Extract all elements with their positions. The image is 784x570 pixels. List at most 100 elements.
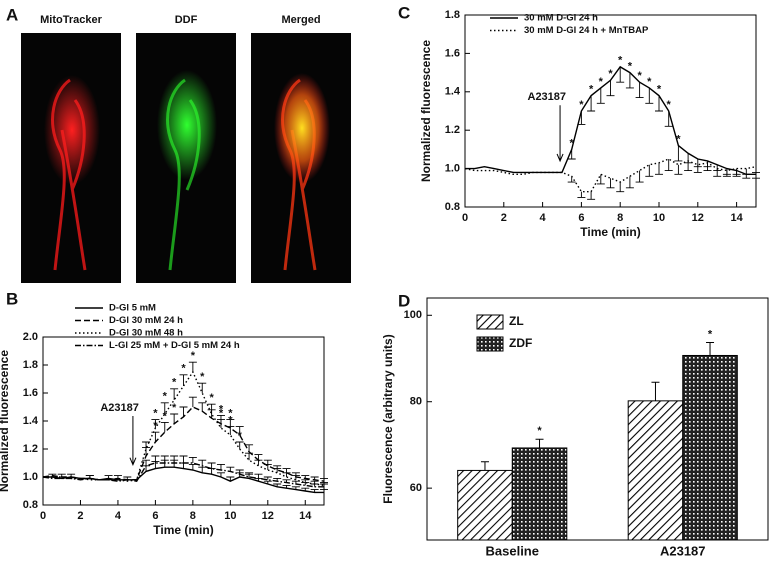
error-bar: [674, 164, 683, 175]
significance-mark: *: [238, 430, 243, 442]
y-tick-label: 60: [410, 482, 422, 494]
x-axis-label: Time (min): [580, 225, 640, 239]
panel-label: C: [398, 3, 410, 22]
significance-mark: *: [191, 350, 196, 362]
x-tick-label: 4: [540, 212, 547, 224]
error-bar: [273, 468, 282, 473]
significance-mark: *: [608, 68, 613, 80]
y-tick-label: 1.8: [23, 359, 38, 371]
error-bar: [216, 472, 225, 477]
significance-mark: *: [657, 84, 662, 96]
x-tick-label: 12: [692, 212, 704, 224]
error-bar: [282, 484, 291, 489]
error-bar: [216, 463, 225, 470]
annotation-arrow: [556, 105, 564, 163]
y-tick-label: 2.0: [23, 331, 38, 343]
micrograph: [251, 33, 351, 283]
error-bar: [263, 463, 272, 470]
error-bar: [113, 475, 122, 479]
error-bar: [170, 413, 179, 424]
series-line: [42, 406, 325, 482]
bar: [511, 447, 568, 541]
error-bar: [635, 170, 644, 183]
error-bar: [254, 473, 263, 479]
error-bar: [703, 162, 712, 171]
error-bar: [567, 176, 576, 183]
error-bar: [742, 168, 751, 175]
error-bar: [282, 479, 291, 483]
x-tick-label: 4: [115, 510, 122, 522]
error-bar: [235, 469, 244, 475]
micrograph: [136, 33, 236, 283]
significance-mark: *: [163, 391, 168, 403]
error-bar: [606, 80, 615, 97]
plot-frame: [464, 14, 757, 208]
y-tick-label: 0.8: [445, 201, 460, 213]
significance-mark: *: [647, 76, 652, 88]
error-bar: [188, 396, 197, 407]
significance-mark: *: [153, 408, 158, 420]
x-tick-label: Baseline: [486, 543, 539, 558]
significance-mark: *: [570, 137, 575, 149]
legend-label: D-Gl 5 mM: [109, 303, 156, 314]
error-bar: [752, 166, 760, 173]
error-bar: [664, 159, 673, 171]
error-bar: [587, 191, 596, 200]
error-bar: [310, 476, 319, 480]
legend-swatch: [476, 314, 504, 330]
annotation-arrow: [129, 415, 137, 466]
error-bar: [245, 444, 254, 452]
x-axis-label: Time (min): [153, 523, 213, 537]
significance-mark: *: [200, 371, 205, 383]
error-bar: [722, 170, 731, 177]
error-bar: [320, 477, 328, 482]
panel-label: D: [398, 291, 410, 310]
error-bar: [151, 419, 160, 428]
y-tick-label: 1.0: [23, 471, 38, 483]
error-bar: [577, 191, 586, 198]
significance-mark: *: [589, 84, 594, 96]
error-bar: [310, 483, 319, 487]
error-bar: [188, 361, 197, 372]
error-bar: [142, 459, 151, 466]
error-bar: [245, 472, 254, 477]
error-bar: [235, 441, 244, 449]
error-bar: [291, 475, 300, 480]
y-tick-label: 1.8: [445, 9, 460, 21]
error-bar: [254, 454, 263, 461]
significance-mark: *: [163, 410, 168, 422]
error-bar: [170, 388, 179, 400]
plot-frame: [426, 297, 769, 541]
y-tick-label: 1.0: [445, 163, 460, 175]
error-bar: [567, 149, 576, 160]
image-label: MitoTracker: [40, 14, 102, 26]
error-bar: [142, 441, 151, 449]
legend-label: ZL: [509, 314, 524, 328]
error-bar: [198, 466, 207, 473]
x-tick-label: 14: [730, 212, 743, 224]
y-tick-label: 100: [404, 309, 422, 321]
error-bar: [160, 455, 169, 463]
error-bar: [291, 486, 300, 490]
bar: [457, 469, 513, 541]
significance-mark: *: [599, 76, 604, 88]
y-tick-label: 1.4: [23, 415, 39, 427]
y-tick-label: 1.2: [445, 124, 460, 136]
y-tick-label: 1.4: [445, 86, 461, 98]
error-bar: [577, 111, 586, 125]
significance-mark: *: [172, 377, 177, 389]
error-bar: [263, 480, 272, 484]
error-bar: [625, 176, 634, 189]
x-tick-label: 2: [501, 212, 507, 224]
error-bar: [310, 489, 319, 493]
error-bar: [245, 452, 254, 461]
legend-label: 30 mM D-Gl 24 h + MnTBAP: [524, 25, 649, 36]
bar: [682, 354, 738, 541]
x-tick-label: 2: [77, 510, 83, 522]
bar: [627, 400, 684, 541]
error-bar: [732, 168, 741, 175]
error-bar: [263, 476, 272, 480]
significance-mark: *: [628, 61, 633, 73]
error-bar: [273, 483, 282, 487]
